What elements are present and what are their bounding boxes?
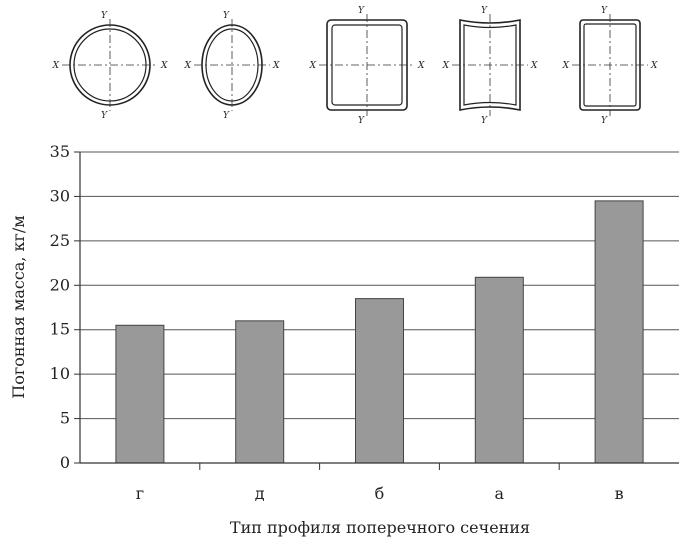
x-tick-label: б: [375, 484, 385, 503]
axis-letter-y-top: Y: [601, 6, 608, 16]
axis-letter-y-bottom: Y: [481, 116, 488, 126]
axis-letter-x-right: X: [417, 61, 425, 71]
profile-diagram: X X Y Y: [184, 11, 280, 121]
axis-letter-x-right: X: [272, 61, 280, 71]
bars: [115, 200, 644, 464]
bar: [235, 320, 285, 464]
y-tick-label: 35: [50, 142, 70, 161]
y-tick-label: 20: [50, 275, 70, 294]
y-axis-title: Погонная масса, кг/м: [9, 215, 28, 398]
axis-letter-y-top: Y: [481, 6, 488, 16]
x-tick-label: г: [136, 484, 144, 503]
profile-inner-outline: [463, 24, 517, 106]
x-tick-label: а: [495, 484, 505, 503]
bar: [355, 298, 404, 464]
axis-letter-y-bottom: Y: [101, 111, 108, 121]
axis-letter-x-right: X: [160, 61, 168, 71]
bar: [474, 276, 524, 464]
profile-diagram: X X Y Y: [562, 6, 658, 126]
axis-letter-y-top: Y: [101, 11, 108, 21]
axis-letter-y-top: Y: [223, 11, 230, 21]
profile-diagrams: X X Y Y X X Y Y X X Y Y X X Y Y X X Y Y: [52, 6, 658, 126]
y-tick-label: 0: [60, 453, 70, 472]
y-tick-label: 5: [60, 409, 70, 428]
axis-letter-x-left: X: [309, 61, 317, 71]
axis-letter-x-left: X: [562, 61, 570, 71]
axis-letter-x-left: X: [52, 61, 60, 71]
y-tick-label: 10: [50, 364, 70, 383]
y-tick-label: 30: [50, 186, 70, 205]
profile-outer-outline: [459, 19, 521, 111]
y-tick-label: 15: [50, 320, 70, 339]
axis-letter-y-bottom: Y: [601, 116, 608, 126]
x-tick-label: в: [615, 484, 624, 503]
axis-letter-y-bottom: Y: [358, 116, 365, 126]
x-tick-label: д: [255, 484, 265, 503]
profile-diagram: X X Y Y: [442, 6, 538, 126]
axis-letter-x-right: X: [650, 61, 658, 71]
axis-letter-y-bottom: Y: [223, 111, 230, 121]
axis-letter-x-left: X: [184, 61, 192, 71]
profile-diagram: X X Y Y: [309, 6, 425, 126]
axis-letter-x-right: X: [530, 61, 538, 71]
y-tick-label: 25: [50, 231, 70, 250]
bar: [594, 200, 644, 464]
profile-diagram: X X Y Y: [52, 11, 168, 121]
y-tick-labels: 0 5 10 15 20 25 30 35: [50, 142, 70, 472]
axis-letter-y-top: Y: [358, 6, 365, 16]
axis-letter-x-left: X: [442, 61, 450, 71]
bar: [115, 324, 165, 464]
axes: [79, 152, 679, 470]
x-axis-title: Тип профиля поперечного сечения: [230, 518, 530, 537]
